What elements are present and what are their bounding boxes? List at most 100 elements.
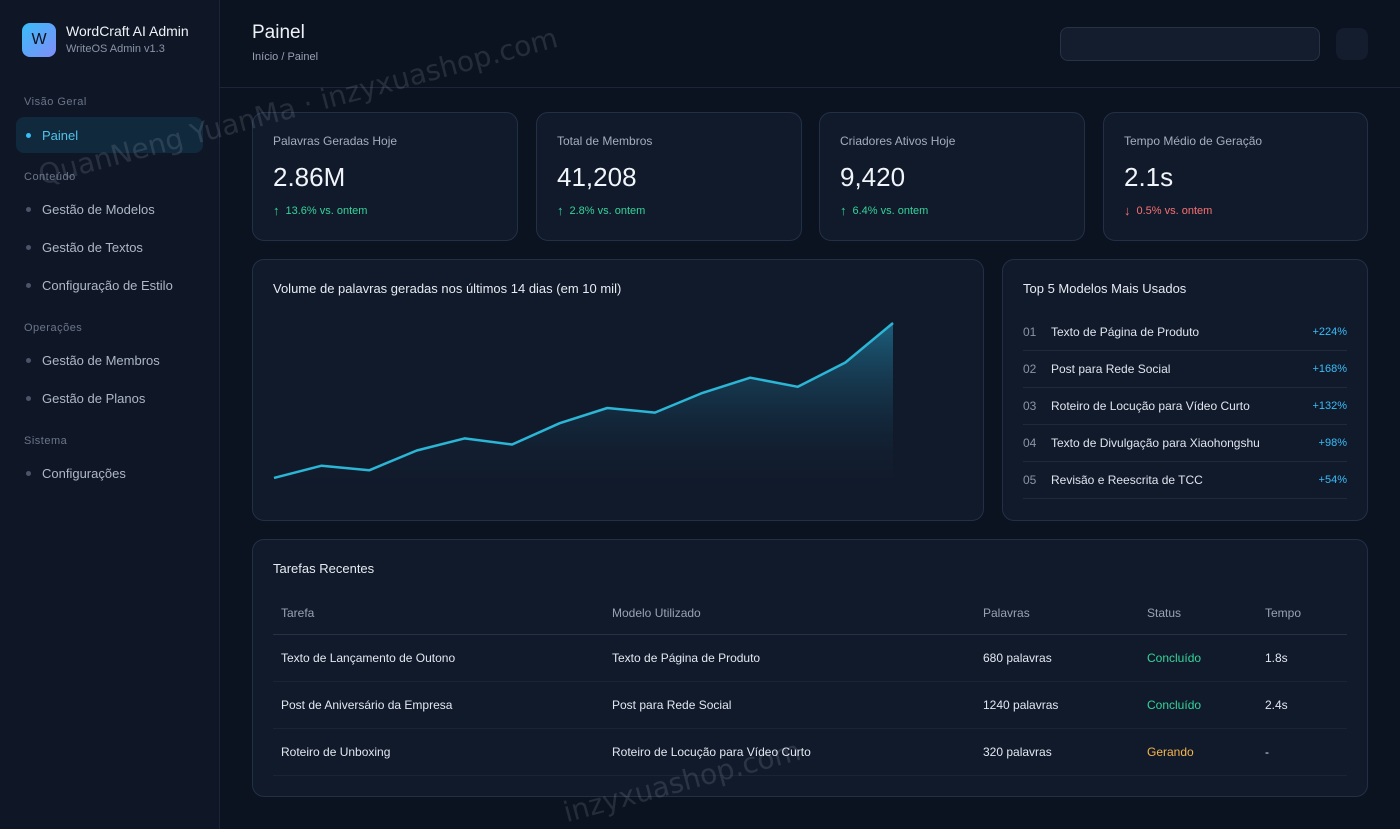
kpi-value: 2.1s [1124,162,1174,192]
kpi-card-avg-generation-time: Tempo Médio de Geração 2.1s ↓ 0.5% vs. o… [1103,112,1368,241]
sidebar-item-dashboard[interactable]: Painel [16,117,203,153]
model-name: Revisão e Reescrita de TCC [1051,473,1203,487]
status-badge: Gerando [1139,728,1257,776]
arrow-up-icon: ↑ [557,203,564,218]
kpi-change-text: 0.5% vs. ontem [1136,204,1213,217]
search-input[interactable] [1060,27,1320,61]
bullet-icon [26,396,31,401]
page-title: Painel [252,22,305,43]
list-item[interactable]: 01 Texto de Página de Produto +224% [1023,314,1347,351]
breadcrumb: Início / Painel [252,51,319,63]
kpi-card-active-creators: Criadores Ativos Hoje 9,420 ↑ 6.4% vs. o… [819,112,1085,241]
kpi-label: Palavras Geradas Hoje [273,134,398,148]
top-header: Painel Início / Painel [220,0,1400,88]
sidebar-item-label: Gestão de Membros [42,352,160,368]
header-action-button[interactable] [1336,28,1368,60]
growth: +168% [1312,363,1347,375]
kpi-card-words-today: Palavras Geradas Hoje 2.86M ↑ 13.6% vs. … [252,112,518,241]
top-models-card: Top 5 Modelos Mais Usados 01 Texto de Pá… [1002,259,1368,521]
sidebar-section-operations: Operações [24,322,83,334]
kpi-label: Total de Membros [557,134,653,148]
kpi-card-total-members: Total de Membros 41,208 ↑ 2.8% vs. ontem [536,112,802,241]
column-header[interactable]: Palavras [975,592,1139,635]
column-header[interactable]: Modelo Utilizado [604,592,975,635]
kpi-change: ↓ 0.5% vs. ontem [1124,203,1212,218]
sidebar-section-overview: Visão Geral [24,96,87,108]
list-item[interactable]: 03 Roteiro de Locução para Vídeo Curto +… [1023,388,1347,425]
task-time: - [1257,728,1347,776]
column-header[interactable]: Tempo [1257,592,1347,635]
sidebar-item-texts[interactable]: Gestão de Textos [16,229,203,265]
rank: 02 [1023,362,1037,376]
rank: 04 [1023,436,1037,450]
task-time: 2.4s [1257,681,1347,729]
task-name: Texto de Lançamento de Outono [273,634,604,682]
task-name: Post de Aniversário da Empresa [273,681,604,729]
sidebar-item-label: Configurações [42,465,126,481]
kpi-change: ↑ 2.8% vs. ontem [557,203,645,218]
sidebar-item-label: Configuração de Estilo [42,277,173,293]
sidebar-item-templates[interactable]: Gestão de Modelos [16,191,203,227]
column-header[interactable]: Tarefa [273,592,604,635]
table-row[interactable]: Post de Aniversário da Empresa Post para… [273,681,1347,729]
sidebar-item-label: Gestão de Textos [42,239,143,255]
task-model: Post para Rede Social [604,681,975,729]
recent-tasks-title: Tarefas Recentes [273,561,375,576]
tasks-table: Tarefa Modelo Utilizado Palavras Status … [273,592,1347,776]
recent-tasks-card: Tarefas Recentes Tarefa Modelo Utilizado… [252,539,1368,797]
app-logo: W [22,22,56,57]
list-item[interactable]: 04 Texto de Divulgação para Xiaohongshu … [1023,425,1347,462]
table-row[interactable]: Texto de Lançamento de Outono Texto de P… [273,634,1347,682]
task-model: Roteiro de Locução para Vídeo Curto [604,728,975,776]
kpi-change-text: 6.4% vs. ontem [852,204,929,217]
status-badge: Concluído [1139,681,1257,729]
arrow-up-icon: ↑ [840,203,847,218]
list-item[interactable]: 05 Revisão e Reescrita de TCC +54% [1023,462,1347,499]
sidebar-item-label: Painel [42,127,79,143]
kpi-label: Criadores Ativos Hoje [840,134,956,148]
kpi-change: ↑ 6.4% vs. ontem [840,203,928,218]
list-item[interactable]: 02 Post para Rede Social +168% [1023,351,1347,388]
table-header-row: Tarefa Modelo Utilizado Palavras Status … [273,592,1347,635]
sidebar-item-settings[interactable]: Configurações [16,455,203,491]
model-name: Texto de Divulgação para Xiaohongshu [1051,436,1260,450]
app-name: WordCraft AI Admin [66,23,189,39]
task-time: 1.8s [1257,634,1347,682]
chart-title: Volume de palavras geradas nos últimos 1… [273,281,622,296]
sidebar-item-members[interactable]: Gestão de Membros [16,342,203,378]
rank: 05 [1023,473,1037,487]
model-name: Post para Rede Social [1051,362,1171,376]
sidebar: W WordCraft AI Admin WriteOS Admin v1.3 … [0,0,220,829]
bullet-icon [26,358,31,363]
arrow-up-icon: ↑ [273,203,280,218]
status-badge: Concluído [1139,634,1257,682]
bullet-icon [26,133,31,138]
chart-card: Volume de palavras geradas nos últimos 1… [252,259,984,521]
model-name: Texto de Página de Produto [1051,325,1200,339]
sidebar-item-style-config[interactable]: Configuração de Estilo [16,267,203,303]
chart-series-line [273,322,894,480]
chart-area-fill [274,323,893,490]
rank: 01 [1023,325,1037,339]
growth: +132% [1312,400,1347,412]
kpi-label: Tempo Médio de Geração [1124,134,1263,148]
task-words: 1240 palavras [975,681,1139,729]
growth: +98% [1318,437,1347,449]
table-row[interactable]: Roteiro de Unboxing Roteiro de Locução p… [273,728,1347,776]
area-chart [273,322,894,490]
rank: 03 [1023,399,1037,413]
brand[interactable]: W WordCraft AI Admin WriteOS Admin v1.3 [22,22,189,57]
kpi-change: ↑ 13.6% vs. ontem [273,203,367,218]
task-words: 320 palavras [975,728,1139,776]
kpi-change-text: 2.8% vs. ontem [569,204,646,217]
sidebar-section-content: Conteúdo [24,171,76,183]
task-model: Texto de Página de Produto [604,634,975,682]
top-models-title: Top 5 Modelos Mais Usados [1023,281,1187,296]
column-header[interactable]: Status [1139,592,1257,635]
kpi-change-text: 13.6% vs. ontem [285,204,368,217]
kpi-value: 41,208 [557,162,637,192]
sidebar-item-label: Gestão de Modelos [42,201,155,217]
sidebar-item-plans[interactable]: Gestão de Planos [16,380,203,416]
kpi-value: 2.86M [273,162,346,192]
growth: +224% [1312,326,1347,338]
